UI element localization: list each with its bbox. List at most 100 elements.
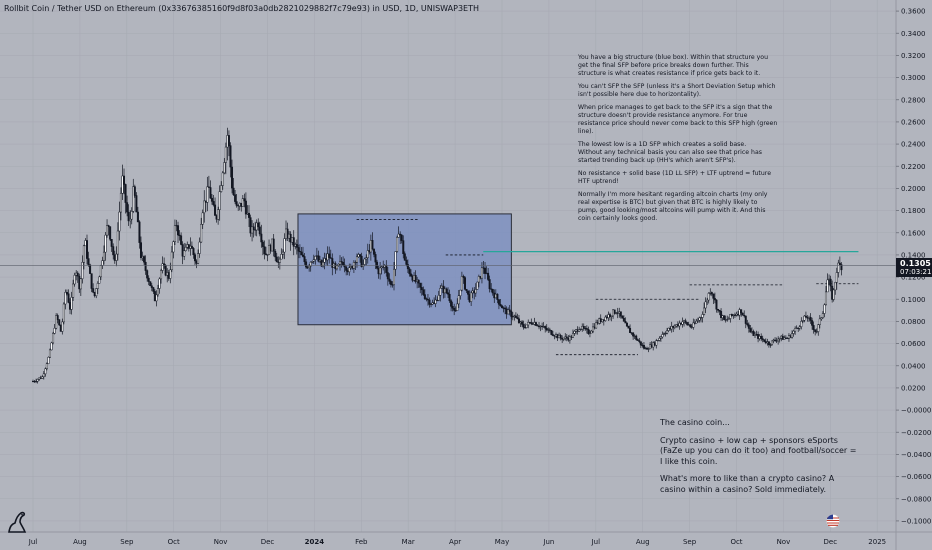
candle-body bbox=[624, 321, 627, 324]
candle-body bbox=[197, 253, 200, 264]
x-axis-tick-label: 2024 bbox=[305, 538, 325, 546]
candle-body bbox=[541, 325, 544, 327]
candlestick-series bbox=[32, 127, 843, 384]
candle-body bbox=[33, 381, 36, 383]
candle-body bbox=[263, 246, 266, 255]
candle-body bbox=[153, 291, 156, 302]
x-axis-tick-label: Sep bbox=[683, 538, 697, 546]
candle-body bbox=[55, 315, 58, 329]
candle-body bbox=[354, 261, 357, 264]
x-axis-tick-label: Jun bbox=[542, 538, 554, 546]
candle-body bbox=[456, 303, 459, 311]
candle-body bbox=[521, 321, 524, 325]
candle-body bbox=[470, 292, 473, 302]
candle-body bbox=[664, 333, 667, 335]
tradingview-logo-icon[interactable] bbox=[6, 510, 28, 534]
candle-body bbox=[53, 327, 56, 334]
candle-body bbox=[187, 244, 190, 249]
candle-body bbox=[325, 258, 328, 261]
annotation-analysis[interactable]: You have a big structure (blue box). Wit… bbox=[578, 54, 778, 228]
candle-body bbox=[368, 250, 371, 253]
candle-body bbox=[584, 328, 587, 330]
candle-body bbox=[428, 299, 431, 305]
candle-body bbox=[627, 325, 630, 329]
candle-body bbox=[118, 211, 121, 232]
candle-body bbox=[568, 336, 571, 341]
candle-body bbox=[75, 272, 78, 276]
candle-body bbox=[709, 292, 712, 294]
candle-body bbox=[684, 320, 687, 323]
country-flag-icon[interactable] bbox=[826, 514, 840, 528]
candle-body bbox=[524, 327, 527, 329]
candle-body bbox=[135, 195, 138, 213]
candle-body bbox=[303, 256, 306, 263]
candle-body bbox=[763, 339, 766, 342]
candle-body bbox=[178, 234, 181, 237]
annotation-paragraph: Crypto casino + low cap + sponsors eSpor… bbox=[660, 435, 857, 466]
candle-body bbox=[283, 238, 286, 253]
candle-body bbox=[81, 262, 84, 280]
candle-body bbox=[385, 265, 388, 273]
x-axis-tick-label: Apr bbox=[449, 538, 461, 546]
candle-body bbox=[291, 237, 294, 243]
candle-body bbox=[360, 255, 363, 267]
candle-body bbox=[670, 326, 673, 330]
candle-body bbox=[340, 261, 343, 263]
candle-body bbox=[50, 342, 53, 351]
candle-body bbox=[721, 315, 724, 318]
candle-body bbox=[268, 244, 271, 255]
candle-body bbox=[494, 293, 497, 299]
candle-body bbox=[422, 289, 425, 295]
candle-body bbox=[533, 322, 536, 325]
candle-body bbox=[575, 329, 578, 332]
candle-body bbox=[696, 319, 699, 322]
annotation-casino[interactable]: The casino coin... Crypto casino + low c… bbox=[660, 418, 860, 502]
candle-body bbox=[673, 325, 676, 328]
candle-body bbox=[317, 255, 320, 262]
candle-body bbox=[646, 347, 649, 350]
candle-body bbox=[61, 321, 64, 332]
candle-body bbox=[451, 306, 454, 309]
candle-body bbox=[238, 202, 241, 207]
candle-body bbox=[767, 341, 770, 345]
candle-body bbox=[85, 240, 88, 259]
candle-body bbox=[345, 266, 348, 271]
candle-body bbox=[803, 315, 806, 321]
candle-body bbox=[638, 340, 641, 342]
candle-body bbox=[323, 258, 326, 263]
current-price-value: 0.1305 bbox=[900, 259, 931, 269]
candle-body bbox=[840, 264, 843, 271]
candle-body bbox=[480, 267, 483, 279]
candle-body bbox=[73, 274, 76, 285]
candle-body bbox=[804, 315, 807, 318]
candle-body bbox=[493, 292, 496, 299]
candle-body bbox=[454, 310, 457, 312]
candle-body bbox=[351, 266, 354, 269]
candle-body bbox=[675, 324, 678, 327]
candle-body bbox=[388, 278, 391, 282]
candle-body bbox=[172, 241, 175, 253]
candle-body bbox=[234, 194, 237, 202]
candle-body bbox=[143, 256, 146, 263]
candle-body bbox=[740, 309, 743, 314]
candle-body bbox=[775, 340, 778, 342]
candle-body bbox=[525, 324, 528, 328]
candle-body bbox=[632, 332, 635, 337]
x-axis[interactable]: Jul Aug Sep Oct Nov Dec 2024 Feb Mar Apr May Jun Jul… bbox=[0, 531, 932, 546]
x-axis-tick-label: Jul bbox=[591, 538, 601, 546]
candle-body bbox=[160, 270, 163, 280]
y-axis[interactable]: 0.3600 0.3400 0.3200 0.3000 0.2800 0.2600 0.24… bbox=[895, 0, 931, 550]
candle-body bbox=[613, 309, 616, 314]
candle-body bbox=[642, 345, 645, 349]
candle-body bbox=[579, 328, 582, 330]
candle-body bbox=[835, 272, 838, 283]
candle-body bbox=[227, 135, 230, 146]
candle-body bbox=[746, 323, 749, 326]
candle-body bbox=[200, 224, 203, 243]
horizontal-lines bbox=[0, 250, 896, 266]
candle-body bbox=[774, 339, 777, 341]
candle-body bbox=[70, 297, 73, 310]
candle-body bbox=[582, 326, 585, 329]
candle-body bbox=[274, 250, 277, 258]
